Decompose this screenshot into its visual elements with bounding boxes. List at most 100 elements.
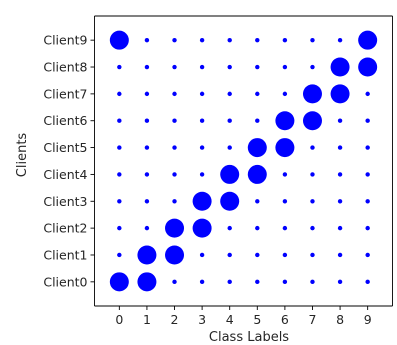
y-tick-label: Client6 — [43, 113, 87, 128]
data-point-small — [144, 172, 150, 177]
data-point-small — [337, 199, 343, 204]
data-point-small — [117, 172, 122, 177]
data-point-large — [358, 57, 378, 77]
data-point-small — [144, 37, 150, 43]
data-point-large — [165, 218, 185, 238]
data-point-small — [255, 252, 260, 258]
data-point-large — [165, 245, 185, 265]
data-point-large — [330, 84, 350, 104]
data-point-small — [199, 91, 205, 97]
data-point-small — [227, 252, 232, 258]
data-point-small — [199, 37, 205, 43]
data-point-small — [310, 199, 315, 204]
data-point-large — [275, 111, 295, 131]
y-tick-label: Client1 — [43, 247, 87, 262]
data-point-small — [199, 145, 205, 150]
data-point-large — [220, 164, 240, 184]
data-point-small — [227, 279, 232, 285]
x-tick-label: 1 — [143, 312, 151, 327]
data-point-small — [310, 279, 315, 285]
x-tick-label: 2 — [171, 312, 179, 327]
y-tick-label: Client4 — [43, 167, 87, 182]
data-point-small — [282, 279, 288, 285]
data-point-small — [144, 118, 150, 123]
x-tick-label: 8 — [336, 312, 344, 327]
data-point-small — [172, 64, 177, 70]
y-tick-label: Client9 — [43, 33, 87, 48]
data-point-small — [199, 252, 205, 258]
data-point-large — [247, 164, 267, 184]
x-tick-label: 7 — [309, 312, 317, 327]
data-point-small — [172, 118, 177, 123]
data-point-small — [255, 91, 260, 97]
data-point-small — [337, 279, 343, 285]
data-point-small — [172, 279, 177, 285]
data-point-small — [227, 64, 232, 70]
data-point-small — [337, 252, 343, 258]
data-point-small — [227, 225, 232, 231]
data-point-small — [255, 118, 260, 123]
y-tick-label: Client0 — [43, 274, 87, 289]
data-point-large — [109, 272, 129, 292]
data-point-small — [365, 118, 370, 123]
data-point-small — [144, 91, 150, 97]
data-point-small — [282, 91, 288, 97]
data-point-small — [117, 64, 122, 70]
data-point-small — [227, 118, 232, 123]
data-point-small — [310, 64, 315, 70]
data-point-small — [365, 225, 370, 231]
data-point-large — [192, 191, 212, 211]
data-point-small — [282, 252, 288, 258]
data-point-small — [310, 225, 315, 231]
data-point-small — [144, 225, 150, 231]
data-point-large — [220, 191, 240, 211]
y-tick-label: Client2 — [43, 221, 87, 236]
data-point-small — [227, 145, 232, 150]
data-point-small — [365, 91, 370, 97]
data-point-large — [330, 57, 350, 77]
data-point-small — [282, 37, 288, 43]
x-tick-label: 5 — [253, 312, 261, 327]
data-point-large — [192, 218, 212, 238]
data-point-small — [310, 172, 315, 177]
data-point-small — [199, 118, 205, 123]
y-tick-label: Client8 — [43, 60, 87, 75]
data-point-small — [337, 225, 343, 231]
data-point-large — [137, 245, 157, 265]
data-point-large — [275, 138, 295, 158]
x-tick-label: 6 — [281, 312, 289, 327]
y-tick-label: Client3 — [43, 194, 87, 209]
data-point-small — [310, 37, 315, 43]
data-point-small — [337, 172, 343, 177]
data-point-small — [227, 37, 232, 43]
data-point-small — [255, 37, 260, 43]
data-point-small — [172, 145, 177, 150]
data-point-small — [144, 199, 150, 204]
data-point-small — [172, 172, 177, 177]
data-point-small — [199, 172, 205, 177]
data-point-small — [337, 118, 343, 123]
data-point-small — [310, 145, 315, 150]
data-point-small — [255, 199, 260, 204]
data-point-large — [247, 138, 267, 158]
data-point-small — [255, 279, 260, 285]
x-tick-label: 3 — [198, 312, 206, 327]
data-point-small — [282, 225, 288, 231]
x-tick-label: 4 — [226, 312, 234, 327]
x-tick-label: 9 — [364, 312, 372, 327]
data-point-small — [255, 64, 260, 70]
data-point-small — [117, 252, 122, 258]
data-point-small — [144, 145, 150, 150]
y-tick-label: Client7 — [43, 86, 87, 101]
data-point-small — [172, 91, 177, 97]
y-axis-label: Clients — [15, 133, 30, 178]
data-point-small — [365, 252, 370, 258]
x-tick-label: 0 — [115, 312, 123, 327]
data-point-small — [282, 64, 288, 70]
data-point-small — [144, 64, 150, 70]
chart-axes: 0 1 2 3 4 5 6 7 8 9 Client0 Client1 Client2 Client3 Cl… — [43, 15, 393, 327]
data-point-small — [117, 225, 122, 231]
data-point-small — [310, 252, 315, 258]
data-point-large — [109, 30, 129, 50]
